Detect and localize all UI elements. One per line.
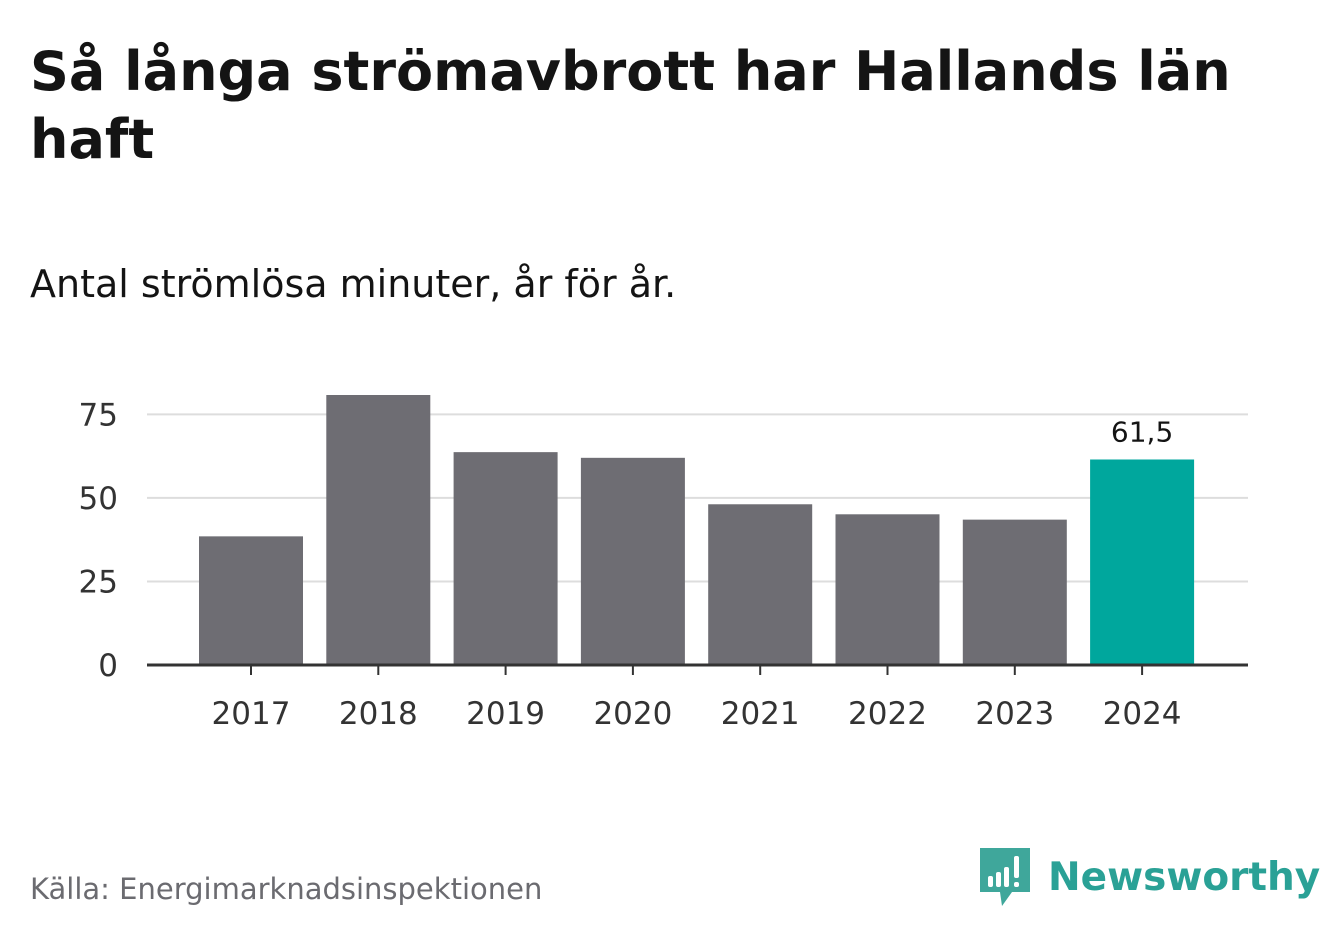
- chart-title: Så långa strömavbrott har Hallands län h…: [30, 40, 1231, 171]
- x-tick-label: 2017: [212, 696, 291, 732]
- bar-2022: [835, 514, 940, 665]
- source-note: Källa: Energimarknadsinspektionen: [30, 872, 543, 906]
- data-labels: 61,5: [1111, 415, 1173, 448]
- bar-2021: [708, 504, 813, 665]
- bar-2023: [962, 519, 1067, 665]
- gridlines: [147, 413, 1248, 583]
- y-tick-label: 75: [79, 397, 118, 433]
- y-tick-label: 0: [98, 648, 118, 684]
- bar-2024: [1090, 459, 1195, 665]
- axes: 0 25 50 75 2017 2018 2019 2020 2021 2022 2023 2024: [79, 397, 1248, 732]
- x-tick-label: 2024: [1103, 696, 1182, 732]
- bar-2017: [199, 536, 303, 665]
- x-tick-label: 2022: [848, 696, 927, 732]
- bars: [199, 395, 1195, 665]
- brand-logo: Newsworthy: [980, 848, 1320, 908]
- bar-2020: [580, 457, 685, 665]
- y-tick-label: 25: [79, 564, 118, 600]
- chart-subtitle: Antal strömlösa minuter, år för år.: [30, 262, 677, 306]
- x-tick-label: 2023: [975, 696, 1054, 732]
- x-tick-label: 2021: [721, 696, 800, 732]
- bar-chart-speech-bubble-icon: [980, 848, 1030, 906]
- x-tick-label: 2020: [593, 696, 672, 732]
- brand-name: Newsworthy: [1048, 855, 1321, 900]
- y-tick-label: 50: [79, 481, 118, 517]
- bar-2019: [453, 452, 558, 665]
- x-tick-label: 2018: [339, 696, 418, 732]
- bar-2018: [326, 395, 431, 665]
- x-tick-label: 2019: [466, 696, 545, 732]
- data-label-2024: 61,5: [1111, 415, 1173, 448]
